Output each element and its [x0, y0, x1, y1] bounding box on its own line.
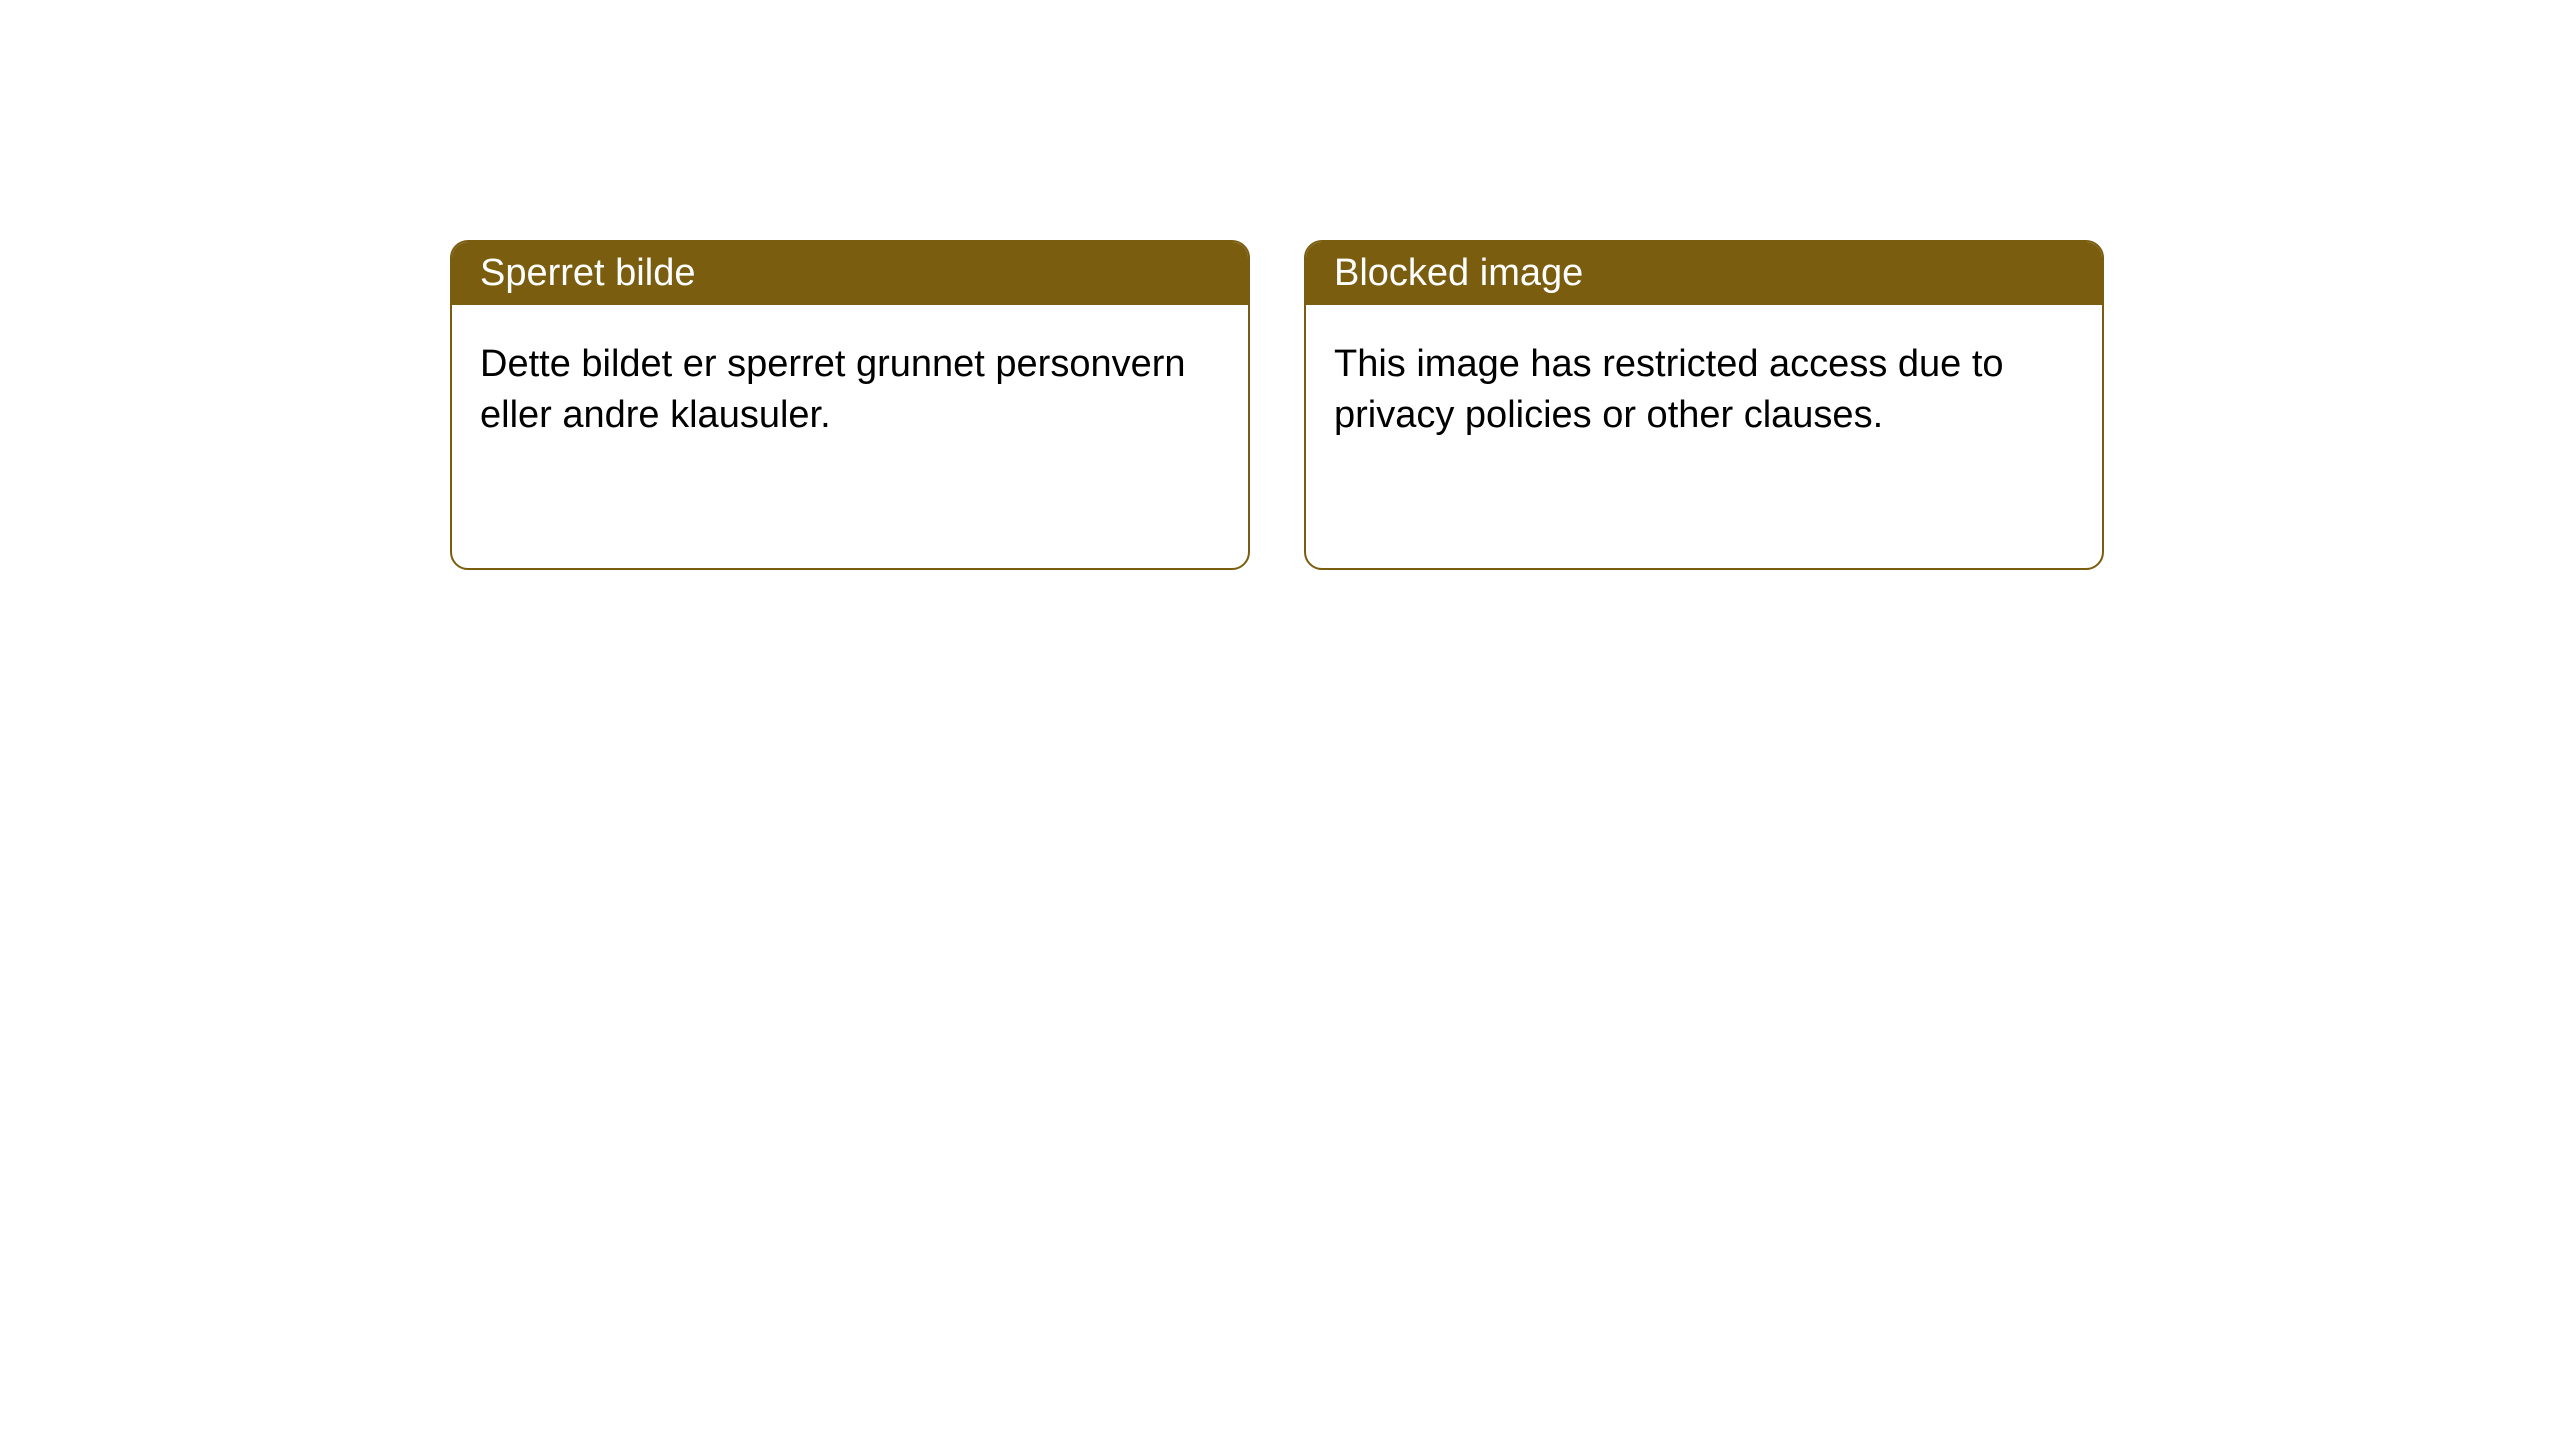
notice-card-norwegian: Sperret bilde Dette bildet er sperret gr… [450, 240, 1250, 570]
card-body: Dette bildet er sperret grunnet personve… [452, 305, 1248, 476]
notice-container: Sperret bilde Dette bildet er sperret gr… [0, 0, 2560, 570]
card-header: Blocked image [1306, 242, 2102, 305]
notice-card-english: Blocked image This image has restricted … [1304, 240, 2104, 570]
card-header: Sperret bilde [452, 242, 1248, 305]
card-body: This image has restricted access due to … [1306, 305, 2102, 476]
